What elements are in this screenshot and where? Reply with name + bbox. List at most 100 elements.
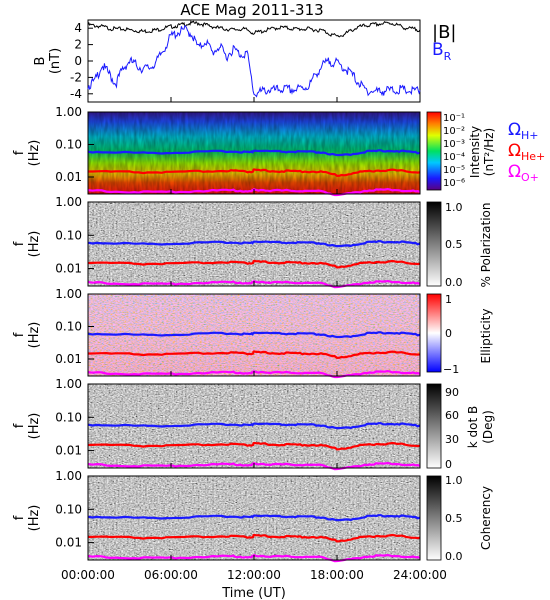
legend-omega-o: ΩO+ [508,162,539,184]
legend-omega-h-sub: H+ [521,129,539,142]
freq-ylabel-hz: (Hz) [27,231,42,258]
freq-ylabel-hz: (Hz) [27,505,42,532]
legend-omega-he: ΩHe+ [508,141,545,163]
gyro-line-o-plus [87,369,421,379]
x-axis: 00:00:00 06:00:00 12:00:00 18:00:00 24:00:00 [61,97,447,582]
b-y-ticks: 4 2 0 -2 -4 [70,21,93,101]
freq-ytick-label: 0.10 [55,320,82,334]
gyro-line-he-plus [87,533,421,543]
freq-ytick-label: 0.10 [55,410,82,424]
b-ytick-label: 4 [74,21,82,35]
freq-ylabel-hz: (Hz) [27,140,42,167]
kdotb-gyro-lines [87,422,421,471]
gyro-line-he-plus [87,441,421,451]
intensity-colorbar [426,111,442,191]
legend-b-r-sub: R [444,50,452,63]
x-axis-label: Time (UT) [221,586,286,600]
x-tick-label: 06:00:00 [144,568,198,582]
intensity-cb-tick-1: 10⁻² [443,126,465,137]
freq-ytick-label: 0.10 [55,228,82,242]
freq-ylabel-f: f [12,332,27,337]
legend-omega-he-sub: He+ [521,150,545,163]
coherency-cb-tick-1: 0.5 [445,512,463,525]
gyro-line-o-plus [87,187,421,197]
coherency-colorbar [426,475,442,561]
intensity-cb-tick-5: 10⁻⁶ [443,178,465,189]
freq-ytick-label: 1.00 [55,195,82,209]
freq-ytick-label: 0.01 [55,170,82,184]
freq-ylabel-hz: (Hz) [27,413,42,440]
freq-ytick-label: 1.00 [55,287,82,301]
intensity-gyro-lines [87,149,421,197]
kdotb-cb-tick-1: 60 [445,409,459,422]
kdotb-colorbar [426,383,442,469]
kdotb-cb-tick-2: 30 [445,433,459,446]
gyro-line-o-plus [87,279,421,289]
freq-ylabel-f: f [12,515,27,520]
freq-ylabel-f: f [12,241,27,246]
b-series-r [87,24,421,98]
x-tick-label: 24:00:00 [393,568,447,582]
ellipticity-panel: 1 0 −1 Ellipticity [87,293,493,379]
intensity-panel: 10⁻¹ 10⁻² 10⁻³ 10⁻⁴ 10⁻⁵ 10⁻⁶ Intensity … [87,111,545,197]
polarization-cb-tick-0: 1.0 [445,201,463,214]
b-field-lines [87,20,421,98]
polarization-cb-tick-2: 0.0 [445,276,463,289]
gyro-line-he-plus [88,350,421,360]
intensity-cb-tick-2: 10⁻³ [443,139,465,150]
b-ytick-label: -2 [70,70,82,84]
coherency-panel: 1.0 0.5 0.0 Coherency [87,474,493,563]
kdotb-cb-tick-0: 90 [445,386,459,399]
gyro-line-he-plus [88,168,421,178]
coherency-cb-title: Coherency [479,486,493,550]
kdotb-panel: 90 60 30 0 k dot B (Deg) [87,383,495,471]
ellipticity-cb-title: Ellipticity [479,309,493,364]
coherency-gyro-lines [87,514,421,563]
freq-ytick-label: 1.00 [55,377,82,391]
gyro-line-he-plus [87,259,421,269]
freq-ytick-label: 0.10 [55,138,82,152]
intensity-cb-tick-0: 10⁻¹ [443,113,465,124]
polarization-cb-title: % Polarization [479,203,493,288]
b-field-panel: 420-2-4 B (nT) |B| BR [33,19,456,103]
legend-b-r: BR [432,40,452,63]
kdotb-cb-unit: (Deg) [481,410,495,444]
b-ylabel-1: B [33,57,48,66]
gyro-line-h-plus [87,331,421,339]
b-ylabel-2: (nT) [48,48,63,74]
freq-ylabel-hz: (Hz) [27,322,42,349]
gyro-line-h-plus [87,240,421,248]
b-ytick-label: 2 [74,38,82,52]
intensity-cb-tick-4: 10⁻⁵ [443,165,465,176]
gyro-line-o-plus [87,461,421,471]
freq-ytick-label: 0.01 [55,262,82,276]
gyro-line-h-plus [87,149,421,157]
ellipticity-cb-tick-0: 1 [445,293,452,306]
kdotb-cb-tick-3: 0 [445,458,452,471]
freq-ytick-label: 0.10 [55,502,82,516]
intensity-cb-tick-3: 10⁻⁴ [443,152,465,163]
b-series-total [87,20,421,38]
polarization-panel: 1.0 0.5 0.0 % Polarization [87,201,493,289]
kdotb-cb-title: k dot B [466,406,480,448]
freq-ytick-label: 1.00 [55,469,82,483]
legend-omega-he-main: Ω [508,141,521,161]
freq-ytick-label: 1.00 [55,105,82,119]
freq-ytick-label: 0.01 [55,536,82,550]
intensity-cb-unit: (nT²/Hz) [482,128,496,176]
legend-omega-o-sub: O+ [521,171,539,184]
figure-title: ACE Mag 2011-313 [180,1,323,19]
polarization-gyro-lines [87,240,421,289]
x-tick-label: 12:00:00 [227,568,281,582]
b-ytick-label: -4 [70,87,82,101]
legend-b-r-main: B [432,40,444,60]
freq-ytick-label: 0.01 [55,444,82,458]
polarization-colorbar [426,201,442,287]
legend-omega-o-main: Ω [508,162,521,182]
x-tick-label: 18:00:00 [310,568,364,582]
gyro-line-h-plus [87,514,421,522]
freq-ytick-label: 0.01 [55,352,82,366]
legend-omega-h: ΩH+ [508,120,539,142]
ellipticity-gyro-lines [87,331,421,379]
